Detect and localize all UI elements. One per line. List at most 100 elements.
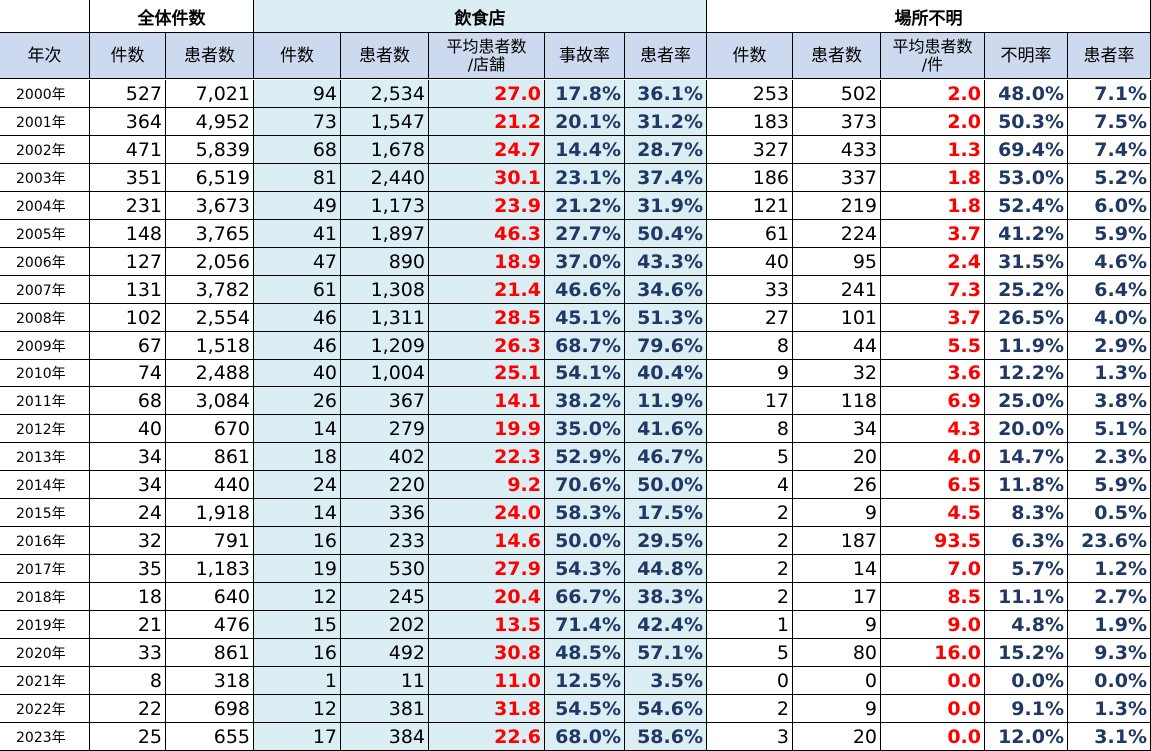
cell-total-patients[interactable]: 1,183 [166,555,254,583]
cell-unknown-patient-rate[interactable]: 4.0% [1068,304,1151,332]
cell-restaurant-count[interactable]: 18 [254,443,341,471]
cell-unknown-patient-rate[interactable]: 4.6% [1068,248,1151,276]
cell-restaurant-incident-rate[interactable]: 27.7% [545,220,625,248]
cell-unknown-rate[interactable]: 20.0% [985,415,1068,443]
cell-unknown-patients[interactable]: 373 [793,108,881,136]
cell-restaurant-patient-rate[interactable]: 54.6% [625,695,707,723]
cell-unknown-count[interactable]: 5 [707,639,793,667]
cell-unknown-patient-rate[interactable]: 2.7% [1068,583,1151,611]
cell-unknown-rate[interactable]: 50.3% [985,108,1068,136]
cell-restaurant-patient-rate[interactable]: 51.3% [625,304,707,332]
column-header-restaurant-incident-rate[interactable]: 事故率 [545,33,625,79]
cell-total-patients[interactable]: 2,488 [166,360,254,387]
cell-restaurant-count[interactable]: 40 [254,360,341,387]
cell-unknown-patients[interactable]: 80 [793,639,881,667]
cell-restaurant-avg-patients[interactable]: 20.4 [429,583,545,611]
cell-unknown-rate[interactable]: 6.3% [985,527,1068,555]
cell-unknown-avg-patients[interactable]: 6.5 [881,471,985,499]
cell-restaurant-patient-rate[interactable]: 34.6% [625,276,707,304]
cell-total-count[interactable]: 33 [90,639,166,667]
cell-unknown-avg-patients[interactable]: 4.5 [881,499,985,527]
cell-unknown-count[interactable]: 9 [707,360,793,387]
cell-restaurant-patients[interactable]: 1,311 [341,304,429,332]
cell-year[interactable]: 2000年 [0,80,90,108]
cell-total-count[interactable]: 527 [90,80,166,108]
cell-unknown-rate[interactable]: 31.5% [985,248,1068,276]
cell-unknown-patient-rate[interactable]: 3.1% [1068,723,1151,751]
cell-restaurant-incident-rate[interactable]: 68.0% [545,723,625,751]
cell-restaurant-patient-rate[interactable]: 41.6% [625,415,707,443]
cell-restaurant-avg-patients[interactable]: 23.9 [429,192,545,220]
cell-year[interactable]: 2003年 [0,164,90,192]
cell-unknown-patients[interactable]: 14 [793,555,881,583]
cell-total-count[interactable]: 40 [90,415,166,443]
cell-unknown-count[interactable]: 5 [707,443,793,471]
cell-restaurant-patients[interactable]: 2,534 [341,80,429,108]
cell-year[interactable]: 2005年 [0,220,90,248]
cell-unknown-rate[interactable]: 15.2% [985,639,1068,667]
cell-unknown-patient-rate[interactable]: 5.9% [1068,220,1151,248]
cell-unknown-rate[interactable]: 26.5% [985,304,1068,332]
cell-restaurant-count[interactable]: 46 [254,304,341,332]
column-header-restaurant-patients[interactable]: 患者数 [341,33,429,79]
column-header-restaurant-count[interactable]: 件数 [254,33,341,79]
cell-restaurant-avg-patients[interactable]: 22.6 [429,723,545,751]
cell-unknown-patient-rate[interactable]: 3.8% [1068,387,1151,415]
group-header-total[interactable]: 全体件数 [90,0,254,33]
cell-restaurant-count[interactable]: 41 [254,220,341,248]
cell-unknown-patient-rate[interactable]: 2.3% [1068,443,1151,471]
cell-restaurant-avg-patients[interactable]: 14.6 [429,527,545,555]
group-header-unknown-location[interactable]: 場所不明 [707,0,1151,33]
cell-year[interactable]: 2018年 [0,583,90,611]
cell-unknown-patients[interactable]: 219 [793,192,881,220]
cell-unknown-patient-rate[interactable]: 5.9% [1068,471,1151,499]
cell-total-patients[interactable]: 655 [166,723,254,751]
cell-restaurant-count[interactable]: 17 [254,723,341,751]
cell-year[interactable]: 2010年 [0,360,90,387]
cell-restaurant-avg-patients[interactable]: 27.0 [429,80,545,108]
cell-unknown-patients[interactable]: 187 [793,527,881,555]
cell-unknown-avg-patients[interactable]: 1.8 [881,164,985,192]
column-header-unknown-patient-rate[interactable]: 患者率 [1068,33,1151,79]
cell-unknown-avg-patients[interactable]: 0.0 [881,723,985,751]
cell-unknown-patient-rate[interactable]: 1.9% [1068,611,1151,639]
cell-restaurant-patients[interactable]: 384 [341,723,429,751]
cell-unknown-patients[interactable]: 241 [793,276,881,304]
cell-unknown-count[interactable]: 1 [707,611,793,639]
cell-unknown-rate[interactable]: 69.4% [985,136,1068,164]
cell-unknown-count[interactable]: 33 [707,276,793,304]
cell-unknown-patients[interactable]: 224 [793,220,881,248]
cell-restaurant-count[interactable]: 1 [254,667,341,695]
cell-total-count[interactable]: 127 [90,248,166,276]
cell-year[interactable]: 2019年 [0,611,90,639]
cell-unknown-rate[interactable]: 12.2% [985,360,1068,387]
cell-unknown-rate[interactable]: 9.1% [985,695,1068,723]
cell-unknown-avg-patients[interactable]: 3.7 [881,304,985,332]
cell-unknown-count[interactable]: 61 [707,220,793,248]
cell-restaurant-patients[interactable]: 1,308 [341,276,429,304]
column-header-restaurant-patient-rate[interactable]: 患者率 [625,33,707,79]
cell-restaurant-patients[interactable]: 492 [341,639,429,667]
cell-restaurant-count[interactable]: 81 [254,164,341,192]
cell-unknown-count[interactable]: 186 [707,164,793,192]
cell-restaurant-count[interactable]: 12 [254,583,341,611]
cell-total-count[interactable]: 34 [90,471,166,499]
cell-unknown-avg-patients[interactable]: 0.0 [881,667,985,695]
cell-year[interactable]: 2009年 [0,332,90,360]
group-header-blank[interactable] [0,0,90,33]
cell-unknown-avg-patients[interactable]: 9.0 [881,611,985,639]
cell-restaurant-count[interactable]: 68 [254,136,341,164]
cell-restaurant-patient-rate[interactable]: 43.3% [625,248,707,276]
cell-restaurant-incident-rate[interactable]: 21.2% [545,192,625,220]
group-header-restaurant[interactable]: 飲食店 [254,0,707,33]
cell-restaurant-patient-rate[interactable]: 58.6% [625,723,707,751]
cell-restaurant-incident-rate[interactable]: 23.1% [545,164,625,192]
cell-restaurant-incident-rate[interactable]: 54.3% [545,555,625,583]
cell-year[interactable]: 2002年 [0,136,90,164]
cell-unknown-patient-rate[interactable]: 7.5% [1068,108,1151,136]
cell-restaurant-avg-patients[interactable]: 9.2 [429,471,545,499]
cell-unknown-rate[interactable]: 11.1% [985,583,1068,611]
cell-total-patients[interactable]: 3,765 [166,220,254,248]
cell-unknown-count[interactable]: 183 [707,108,793,136]
cell-total-patients[interactable]: 698 [166,695,254,723]
